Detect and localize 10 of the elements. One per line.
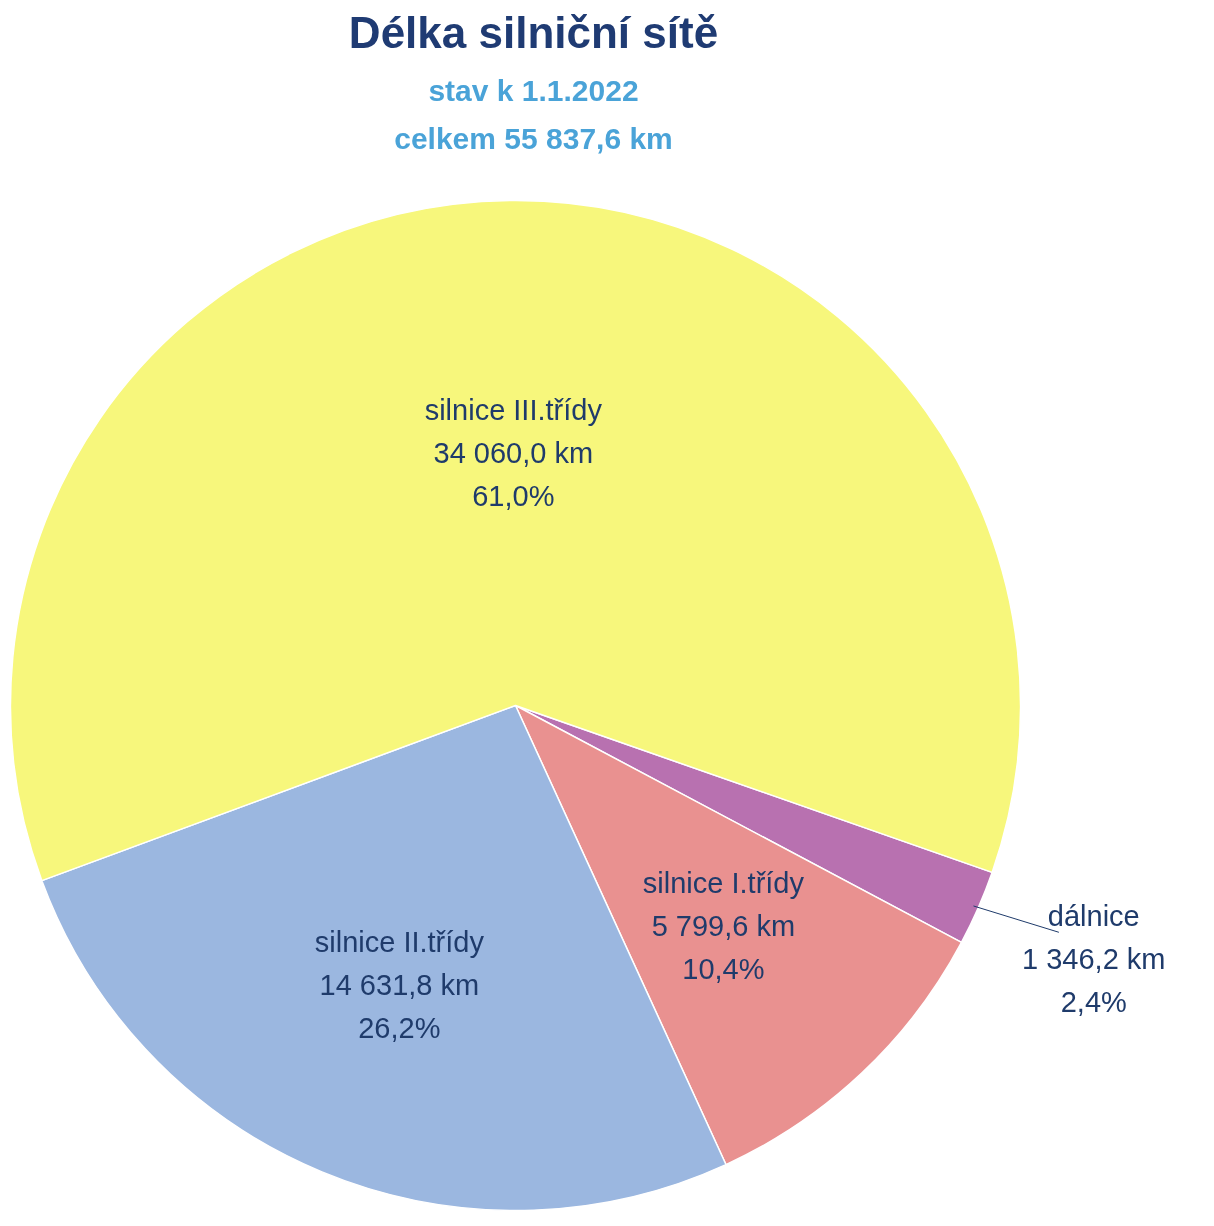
slice-label: dálnice [1047, 899, 1140, 932]
data-label: 14 631,8 km 26,2% [319, 969, 480, 1045]
data-label: 34 060,0 km 61,0% [433, 437, 594, 512]
slice-label: silnice I.třídy [642, 867, 805, 899]
data-label: 5 799,6 km 10,4% [651, 909, 796, 985]
data-label: 1 346,2 km 2,4% [1022, 942, 1166, 1018]
slice-label: silnice III.třídy [424, 394, 603, 427]
chart-subtitle: stav k 1.1.2022 celkem 55 837,6 km [394, 74, 673, 155]
slice-label: silnice II.třídy [314, 926, 485, 959]
chart-title: Délka silniční sítě [348, 8, 719, 57]
